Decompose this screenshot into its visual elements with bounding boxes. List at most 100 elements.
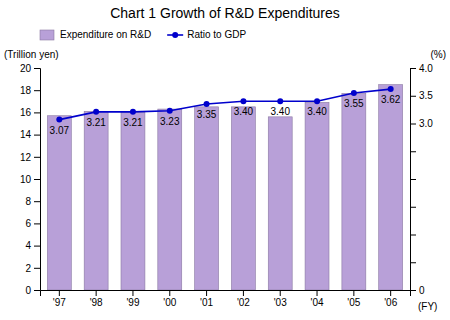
- tick: 14: [20, 129, 40, 140]
- tick-label: '06: [384, 297, 397, 308]
- data-label: 3.40: [270, 106, 290, 117]
- tick: 10: [20, 174, 40, 185]
- tick-mark: [280, 290, 281, 296]
- tick-mark: [34, 246, 40, 247]
- tick: 0: [25, 285, 40, 296]
- bar: [379, 85, 403, 290]
- title: Chart 1 Growth of R&D Expenditures: [110, 5, 340, 21]
- tick-mark: [243, 290, 244, 296]
- tick: 8: [25, 196, 40, 207]
- data-label: 3.21: [123, 117, 143, 128]
- tick: 3.5: [410, 90, 433, 101]
- x-axis: '97 '98 '99 '00 '01 '02 '03 '04 '05 '06: [41, 290, 411, 308]
- tick-mark: [96, 290, 97, 296]
- tick-mark: [169, 290, 170, 296]
- tick-mark: [34, 223, 40, 224]
- tick: 18: [20, 85, 40, 96]
- data-label: 3.40: [234, 106, 254, 117]
- legend-swatch: [40, 30, 54, 40]
- marker: [277, 98, 283, 104]
- bar: [47, 116, 71, 290]
- bar: [305, 102, 329, 290]
- tick: 2: [25, 263, 40, 274]
- tick: '97: [53, 290, 66, 308]
- tick-mark: [390, 290, 391, 296]
- tick: 6: [25, 218, 40, 229]
- tick: '04: [311, 290, 324, 308]
- tick-label: 8: [25, 196, 31, 207]
- tick: 4: [25, 240, 40, 251]
- tick-label: '03: [274, 297, 287, 308]
- tick-label: '97: [53, 297, 66, 308]
- tick-mark: [410, 179, 416, 180]
- plot-area: 3.073.213.213.233.353.403.403.403.553.62…: [20, 63, 433, 308]
- tick: '99: [126, 290, 139, 308]
- y2-axis: 03.03.54.0: [410, 63, 433, 296]
- tick-mark: [34, 135, 40, 136]
- tick-mark: [410, 151, 416, 152]
- tick-label: 0: [419, 285, 425, 296]
- tick-label: 16: [20, 107, 32, 118]
- legend-label: Expenditure on R&D: [60, 29, 151, 40]
- y2-axis-title: (%): [430, 49, 446, 60]
- bar: [121, 112, 145, 290]
- tick: [410, 151, 416, 152]
- tick-mark: [34, 68, 40, 69]
- tick: [410, 207, 416, 208]
- tick-mark: [353, 290, 354, 296]
- tick: '02: [237, 290, 250, 308]
- tick: [410, 262, 416, 263]
- marker: [314, 98, 320, 104]
- tick-mark: [410, 235, 416, 236]
- tick-label: '98: [90, 297, 103, 308]
- marker: [240, 98, 246, 104]
- marker: [56, 117, 62, 123]
- chart: 3.073.213.213.233.353.403.403.403.553.62…: [0, 0, 450, 320]
- line: [59, 89, 390, 120]
- tick-mark: [317, 290, 318, 296]
- tick-label: '05: [347, 297, 360, 308]
- bar: [195, 107, 219, 290]
- legend-marker: [172, 32, 178, 38]
- tick: '05: [347, 290, 360, 308]
- tick-label: 0: [25, 285, 31, 296]
- tick: '03: [274, 290, 287, 308]
- tick: '01: [200, 290, 213, 308]
- axis-line: [41, 291, 411, 297]
- tick-label: '01: [200, 297, 213, 308]
- tick: '00: [163, 290, 176, 308]
- legend: Expenditure on R&D Ratio to GDP: [40, 29, 246, 40]
- data-label: 3.21: [86, 117, 106, 128]
- data-label: 3.55: [344, 98, 364, 109]
- marker: [204, 101, 210, 107]
- tick-label: 6: [25, 218, 31, 229]
- tick-label: 20: [20, 63, 32, 74]
- tick-label: 2: [25, 263, 31, 274]
- tick-mark: [410, 262, 416, 263]
- legend-item: Ratio to GDP: [167, 29, 246, 40]
- data-label: 3.07: [50, 125, 70, 136]
- tick: '06: [384, 290, 397, 308]
- tick-mark: [410, 290, 416, 291]
- tick-mark: [206, 290, 207, 296]
- bar: [268, 117, 292, 290]
- bar: [231, 107, 255, 290]
- tick-mark: [59, 290, 60, 296]
- tick-label: 3.5: [419, 90, 433, 101]
- bar: [84, 111, 108, 290]
- tick: 20: [20, 63, 40, 74]
- marker: [388, 86, 394, 92]
- tick: 12: [20, 152, 40, 163]
- marks: [47, 85, 402, 290]
- tick: 0: [410, 285, 425, 296]
- bar: [342, 94, 366, 290]
- tick-label: '02: [237, 297, 250, 308]
- tick: [410, 179, 416, 180]
- tick-label: '04: [311, 297, 324, 308]
- marker: [351, 90, 357, 96]
- axis-line: [34, 69, 41, 291]
- marker: [93, 109, 99, 115]
- tick-label: 10: [20, 174, 32, 185]
- tick: [410, 235, 416, 236]
- tick-mark: [410, 68, 416, 69]
